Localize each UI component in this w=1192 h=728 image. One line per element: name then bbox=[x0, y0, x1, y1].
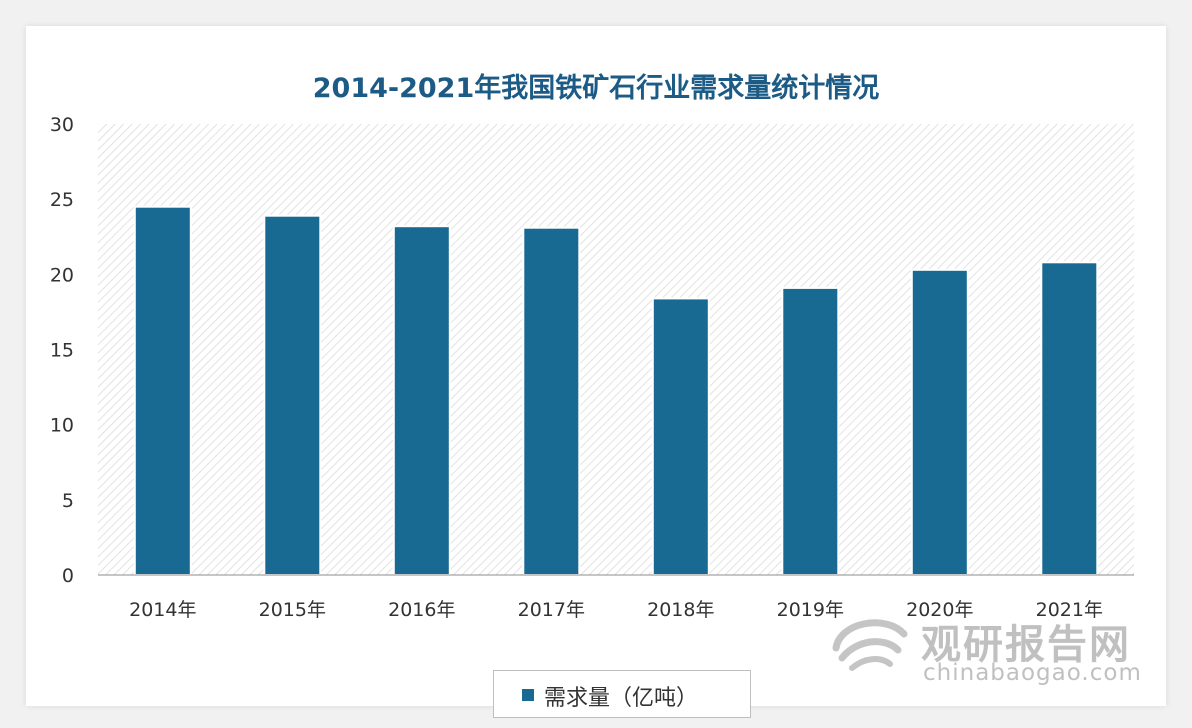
bar-0 bbox=[133, 205, 192, 576]
y-tick-label: 20 bbox=[50, 264, 74, 286]
plot-area bbox=[98, 124, 1134, 575]
y-tick-label: 5 bbox=[62, 490, 74, 512]
y-tick-label: 25 bbox=[50, 189, 74, 211]
bar-3 bbox=[522, 226, 581, 576]
x-tick-label: 2018年 bbox=[647, 599, 714, 621]
y-tick-label: 0 bbox=[62, 565, 74, 587]
x-tick-label: 2019年 bbox=[777, 599, 844, 621]
y-tick-label: 30 bbox=[50, 114, 74, 136]
legend: 需求量（亿吨） bbox=[493, 670, 751, 718]
x-tick-label: 2014年 bbox=[129, 599, 196, 621]
watermark: 观研报告网 chinabaogao.com bbox=[826, 610, 1156, 690]
watermark-en: chinabaogao.com bbox=[923, 660, 1142, 686]
bar-2 bbox=[392, 225, 451, 576]
x-tick-label: 2016年 bbox=[388, 599, 455, 621]
y-tick-label: 10 bbox=[50, 415, 74, 437]
legend-label: 需求量（亿吨） bbox=[544, 686, 699, 711]
bar-6 bbox=[910, 268, 969, 577]
x-tick-label: 2020年 bbox=[906, 599, 973, 621]
watermark-cn: 观研报告网 bbox=[921, 622, 1131, 668]
bar-5 bbox=[781, 286, 840, 576]
y-tick-label: 15 bbox=[50, 340, 74, 362]
chinabaogao-logo-icon bbox=[832, 619, 908, 671]
chart-card: 2014-2021年我国铁矿石行业需求量统计情况 0 5 10 15 20 25 30 20… bbox=[26, 26, 1166, 718]
chart-title: 2014-2021年我国铁矿石行业需求量统计情况 bbox=[312, 73, 880, 104]
x-tick-label: 2017年 bbox=[518, 599, 585, 621]
x-tick-label: 2015年 bbox=[259, 599, 326, 621]
bar-chart: 0 5 10 15 20 25 30 2014年 2015年 2016年 2017年 2018年 20… bbox=[50, 114, 1134, 621]
legend-swatch bbox=[522, 689, 534, 701]
x-tick-label: 2021年 bbox=[1036, 599, 1103, 621]
bar-4 bbox=[651, 297, 710, 576]
bar-1 bbox=[263, 214, 322, 576]
bar-7 bbox=[1040, 261, 1099, 577]
